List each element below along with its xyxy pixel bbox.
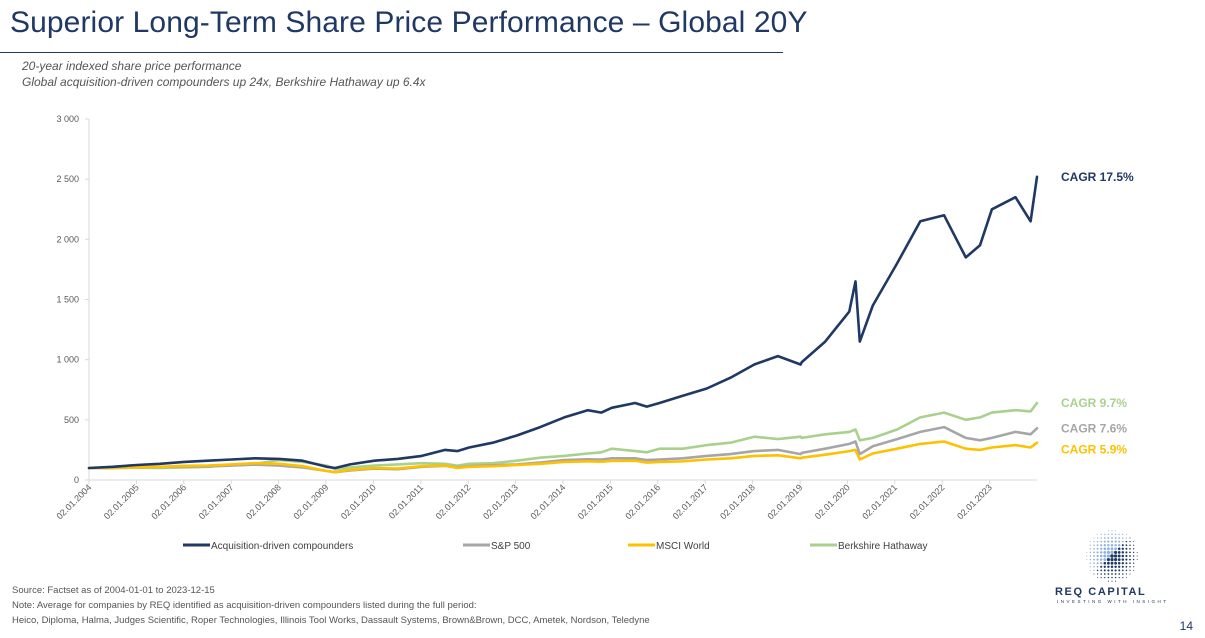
legend-label: Berkshire Hathaway (838, 541, 927, 552)
dotted-sphere-logo-icon (1086, 530, 1138, 582)
x-tick-label: 02.01.2019 (765, 482, 804, 521)
y-tick-label: 3 000 (56, 114, 79, 124)
legend-label: MSCI World (656, 541, 710, 552)
cagr-label: CAGR 9.7% (1061, 396, 1127, 410)
x-tick-label: 02.01.2005 (102, 482, 141, 521)
x-tick-label: 02.01.2006 (149, 482, 188, 521)
page-title: Superior Long-Term Share Price Performan… (10, 6, 808, 39)
legend-label: Acquisition-driven compounders (211, 541, 353, 552)
companies-footnote: Heico, Diploma, Halma, Judges Scientific… (12, 615, 650, 626)
cagr-label: CAGR 17.5% (1061, 170, 1134, 184)
source-footnote: Source: Factset as of 2004-01-01 to 2023… (12, 585, 215, 596)
y-tick-label: 500 (64, 415, 79, 425)
logo-tagline: INVESTING WITH INSIGHT (1057, 599, 1169, 604)
x-tick-label: 02.01.2023 (955, 482, 994, 521)
x-tick-label: 02.01.2018 (718, 482, 757, 521)
series-line (87, 175, 1039, 470)
y-tick-label: 2 500 (56, 174, 79, 184)
note-footnote: Note: Average for companies by REQ ident… (12, 600, 477, 611)
x-tick-label: 02.01.2011 (387, 482, 425, 520)
x-tick-label: 02.01.2009 (291, 482, 330, 521)
x-tick-label: 02.01.2015 (576, 482, 615, 521)
series-line (87, 425, 1039, 474)
x-tick-label: 02.01.2014 (528, 482, 567, 521)
title-divider (0, 52, 783, 53)
x-tick-label: 02.01.2022 (908, 482, 947, 521)
page-number: 14 (1179, 619, 1193, 633)
x-tick-label: 02.01.2013 (481, 482, 520, 521)
chart-subtitle-2: Global acquisition-driven compounders up… (22, 75, 426, 89)
legend-label: S&P 500 (491, 541, 531, 552)
x-tick-label: 02.01.2007 (197, 482, 236, 521)
chart-subtitle-1: 20-year indexed share price performance (22, 59, 242, 73)
x-tick-label: 02.01.2012 (434, 482, 473, 521)
logo-wordmark: REQ CAPITAL (1055, 586, 1147, 598)
y-tick-label: 1 000 (56, 355, 79, 365)
y-tick-label: 1 500 (56, 295, 79, 305)
y-tick-label: 2 000 (56, 234, 79, 244)
x-tick-label: 02.01.2016 (623, 482, 662, 521)
y-tick-label: 0 (74, 475, 79, 485)
cagr-label: CAGR 7.6% (1061, 421, 1127, 435)
x-tick-label: 02.01.2008 (244, 482, 283, 521)
x-tick-label: 02.01.2010 (339, 482, 378, 521)
x-tick-label: 02.01.2020 (813, 482, 852, 521)
x-tick-label: 02.01.2021 (860, 482, 899, 521)
x-tick-label: 02.01.2017 (671, 482, 710, 521)
series-line (87, 440, 1039, 474)
x-tick-label: 02.01.2004 (54, 482, 93, 521)
cagr-label: CAGR 5.9% (1061, 442, 1127, 456)
